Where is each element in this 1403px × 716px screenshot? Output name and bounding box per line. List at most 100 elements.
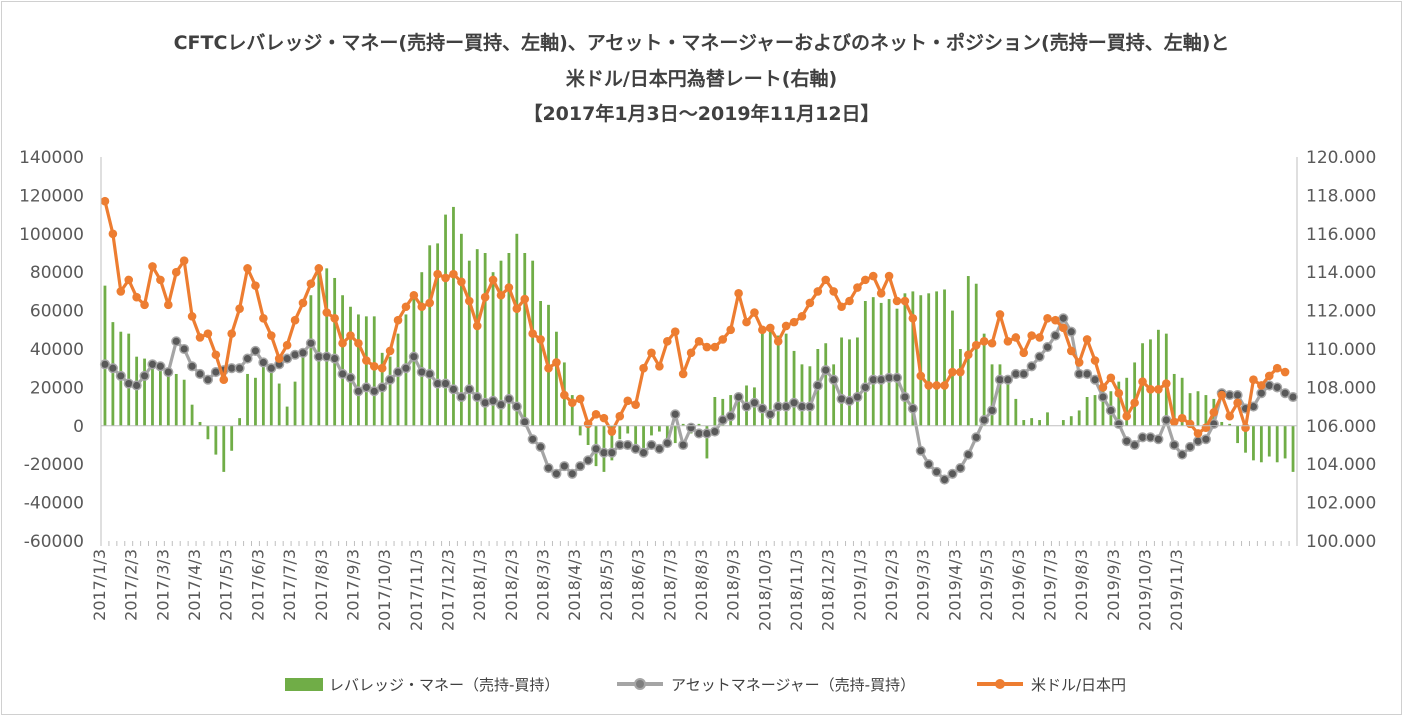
usdjpy-point: [1169, 417, 1179, 427]
usdjpy-point: [322, 308, 332, 317]
asset-manager-point: [899, 391, 910, 403]
line-series-usdjpy: [100, 196, 1290, 438]
bar: [1069, 416, 1073, 426]
asset-manager-point: [543, 462, 554, 474]
usdjpy-point: [274, 354, 284, 363]
usdjpy-point: [369, 361, 379, 371]
bar: [436, 243, 440, 426]
x-tick-label: 2019/1/3: [850, 549, 869, 621]
bar: [792, 350, 796, 426]
asset-manager-point: [297, 347, 309, 358]
usdjpy-point: [750, 308, 759, 317]
usdjpy-point: [599, 413, 609, 423]
usdjpy-point: [1106, 373, 1116, 383]
usdjpy-point: [908, 313, 918, 323]
asset-manager-point: [305, 338, 316, 349]
usdjpy-point: [338, 338, 347, 348]
bar: [523, 253, 527, 426]
x-tick-label: 2017/8/3: [312, 549, 331, 621]
bar: [190, 404, 194, 426]
bar: [1188, 393, 1192, 426]
left-tick-label: 120000: [19, 186, 84, 206]
asset-manager-point: [725, 411, 736, 422]
usdjpy-point: [203, 329, 213, 338]
asset-manager-point: [377, 382, 388, 393]
x-tick-label: 2017/6/3: [248, 549, 267, 621]
asset-manager-point: [242, 353, 253, 364]
bar: [808, 366, 812, 426]
asset-manager-point: [258, 357, 269, 368]
asset-manager-point: [107, 363, 118, 374]
bar: [301, 356, 305, 426]
usdjpy-point: [1019, 348, 1029, 358]
bar: [475, 249, 479, 426]
usdjpy-point: [1059, 323, 1068, 333]
asset-manager-point: [329, 353, 340, 364]
bar: [1283, 425, 1287, 459]
asset-manager-point: [1280, 388, 1291, 399]
usdjpy-point: [1249, 375, 1258, 385]
x-tick-label: 2018/5/3: [597, 549, 616, 621]
bar: [491, 272, 495, 426]
asset-manager-point: [947, 468, 958, 479]
x-tick-label: 2017/2/3: [122, 549, 141, 621]
asset-manager-point: [353, 386, 364, 397]
asset-manager-point: [741, 401, 752, 412]
usdjpy-point: [1154, 385, 1163, 394]
usdjpy-point: [425, 298, 435, 308]
x-tick-label: 2018/7/3: [660, 549, 679, 621]
asset-manager-point: [1097, 391, 1108, 403]
asset-manager-point: [535, 441, 546, 452]
usdjpy-point: [1162, 379, 1171, 388]
asset-manager-point: [385, 374, 396, 385]
x-tick-label: 2018/2/3: [502, 549, 521, 621]
bar: [459, 233, 463, 426]
bar: [206, 425, 210, 440]
usdjpy-point: [306, 279, 316, 289]
bar: [1180, 377, 1184, 426]
bar: [832, 364, 836, 426]
bar: [238, 418, 242, 426]
x-tick-label: 2018/12/3: [819, 549, 838, 631]
legend-swatch-gray-line: [617, 678, 663, 690]
bar: [222, 425, 226, 472]
bar: [1014, 398, 1018, 426]
bar: [1077, 410, 1081, 426]
bar: [1085, 397, 1089, 426]
asset-manager-point: [369, 386, 380, 397]
bar: [325, 268, 329, 426]
bar: [515, 233, 519, 426]
usdjpy-point: [179, 256, 189, 265]
asset-manager-point: [163, 366, 174, 378]
bar: [863, 301, 867, 426]
asset-manager-point: [820, 365, 831, 376]
bar: [618, 425, 622, 440]
asset-manager-point: [202, 374, 213, 385]
bar: [230, 425, 234, 451]
usdjpy-point: [1233, 398, 1242, 408]
bar: [1228, 423, 1232, 426]
usdjpy-point: [195, 333, 205, 342]
x-tick-label: 2019/6/3: [1009, 549, 1028, 621]
asset-manager-point: [1185, 441, 1196, 452]
usdjpy-point: [789, 317, 799, 327]
usdjpy-point: [583, 419, 593, 429]
bar: [578, 425, 582, 436]
asset-manager-point: [567, 468, 578, 479]
usdjpy-point: [1217, 390, 1227, 400]
usdjpy-point: [718, 335, 728, 344]
bar: [246, 373, 249, 426]
bar: [499, 260, 503, 426]
usdjpy-point: [290, 315, 300, 325]
usdjpy-point: [663, 337, 672, 346]
right-tick-label: 114.000: [1306, 263, 1376, 283]
asset-manager-point: [519, 416, 530, 428]
asset-manager-point: [1153, 434, 1164, 445]
usdjpy-point: [354, 338, 363, 348]
usdjpy-point: [655, 361, 664, 371]
usdjpy-point: [148, 262, 157, 271]
bar: [610, 425, 614, 461]
left-tick-label: 40000: [30, 340, 84, 360]
bar: [317, 266, 321, 426]
bar: [879, 302, 883, 426]
